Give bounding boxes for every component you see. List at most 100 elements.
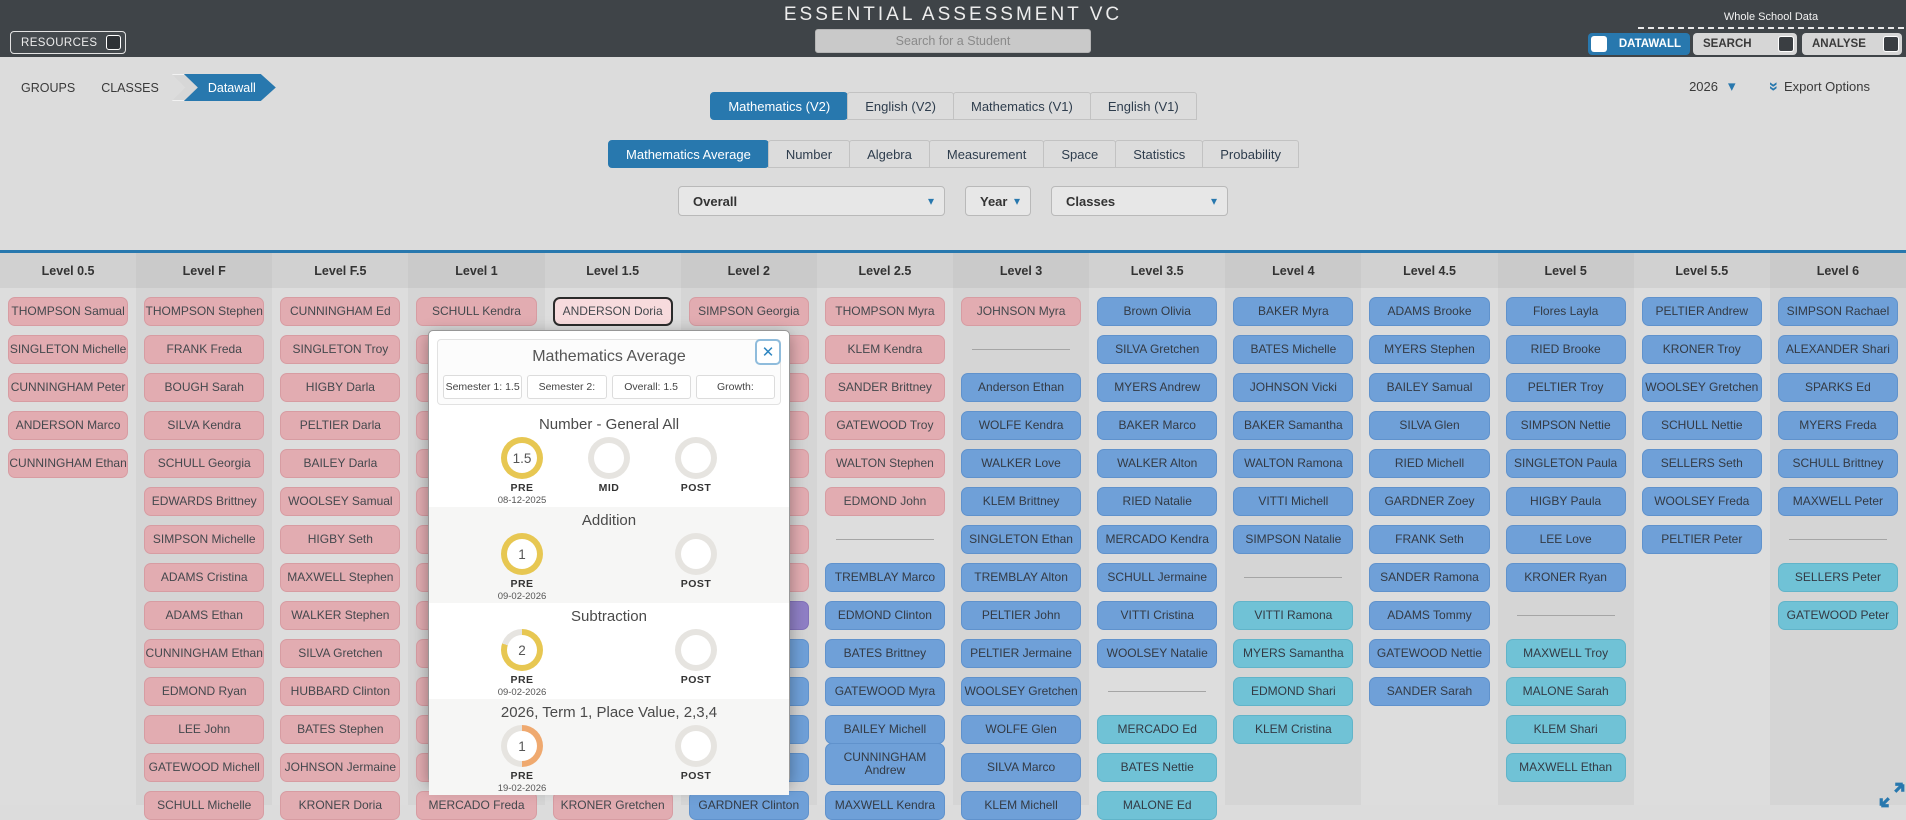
student-chip[interactable]: BATES Nettie	[1097, 753, 1218, 782]
student-chip[interactable]: KLEM Cristina	[1233, 715, 1354, 744]
breadcrumb-item-groups[interactable]: GROUPS	[21, 80, 76, 95]
student-chip[interactable]: SCHULL Brittney	[1777, 449, 1898, 478]
student-chip[interactable]: HIGBY Paula	[1505, 487, 1626, 516]
student-chip[interactable]: PELTIER Peter	[1641, 525, 1762, 554]
student-chip[interactable]: GATEWOOD Myra	[824, 677, 945, 706]
modal-close-button[interactable]: ✕	[755, 339, 781, 365]
student-chip[interactable]: WOOLSEY Gretchen	[1641, 373, 1762, 402]
student-chip[interactable]: CUNNINGHAM Peter	[8, 373, 129, 402]
student-chip[interactable]: FRANK Freda	[144, 335, 265, 364]
tab-english-v1-[interactable]: English (V1)	[1089, 92, 1197, 120]
tab-english-v2-[interactable]: English (V2)	[847, 92, 954, 120]
student-chip[interactable]: WOOLSEY Gretchen	[961, 677, 1082, 706]
filter-dropdown-classes[interactable]: Classes ▾	[1051, 186, 1228, 216]
student-chip[interactable]: SCHULL Nettie	[1641, 411, 1762, 440]
toggle-analyse[interactable]: ANALYSE	[1802, 33, 1902, 55]
student-chip[interactable]: RIED Brooke	[1505, 335, 1626, 364]
student-chip[interactable]: SANDER Ramona	[1369, 563, 1490, 592]
student-chip[interactable]: MAXWELL Stephen	[280, 563, 401, 592]
student-chip[interactable]: EDMOND Shari	[1233, 677, 1354, 706]
student-chip[interactable]: SCHULL Jermaine	[1097, 563, 1218, 592]
subtab-statistics[interactable]: Statistics	[1115, 140, 1204, 168]
student-chip[interactable]: EDMOND Ryan	[144, 677, 265, 706]
student-chip[interactable]: BAKER Marco	[1097, 411, 1218, 440]
student-chip[interactable]: KRONER Doria	[280, 791, 401, 820]
toggle-datawall[interactable]: DATAWALL	[1588, 33, 1690, 55]
student-chip[interactable]: SILVA Glen	[1369, 411, 1490, 440]
student-chip[interactable]: CUNNINGHAM Ethan	[144, 639, 265, 668]
student-chip[interactable]: BOUGH Sarah	[144, 373, 265, 402]
student-chip[interactable]: SIMPSON Georgia	[688, 297, 809, 326]
student-chip[interactable]: CUNNINGHAM Andrew	[824, 743, 945, 785]
student-chip[interactable]: Brown Olivia	[1097, 297, 1218, 326]
student-chip[interactable]: MYERS Stephen	[1369, 335, 1490, 364]
year-dropdown[interactable]: 2026 ▾	[1689, 79, 1735, 94]
student-chip[interactable]: SIMPSON Nettie	[1505, 411, 1626, 440]
tab-mathematics-v1-[interactable]: Mathematics (V1)	[953, 92, 1091, 120]
breadcrumb-item-classes[interactable]: CLASSES	[101, 80, 159, 95]
student-chip[interactable]: BATES Michelle	[1233, 335, 1354, 364]
student-chip[interactable]: WALKER Stephen	[280, 601, 401, 630]
subtab-mathematics-average[interactable]: Mathematics Average	[608, 140, 769, 168]
student-chip[interactable]: ANDERSON Marco	[8, 411, 129, 440]
student-chip[interactable]: PELTIER Jermaine	[961, 639, 1082, 668]
student-chip[interactable]: SELLERS Peter	[1777, 563, 1898, 592]
student-chip[interactable]: WOOLSEY Samual	[280, 487, 401, 516]
subtab-measurement[interactable]: Measurement	[928, 140, 1045, 168]
student-chip[interactable]: KRONER Gretchen	[552, 791, 673, 820]
student-chip[interactable]: GATEWOOD Peter	[1777, 601, 1898, 630]
student-chip[interactable]: HIGBY Darla	[280, 373, 401, 402]
student-chip[interactable]: THOMPSON Stephen	[144, 297, 265, 326]
resources-toggle[interactable]: RESOURCES	[10, 31, 127, 54]
student-chip[interactable]: WOLFE Kendra	[961, 411, 1082, 440]
student-chip[interactable]: JOHNSON Jermaine	[280, 753, 401, 782]
student-chip[interactable]: GATEWOOD Michell	[144, 753, 265, 782]
subtab-space[interactable]: Space	[1043, 140, 1117, 168]
student-chip[interactable]: RIED Natalie	[1097, 487, 1218, 516]
student-chip[interactable]: BAILEY Michell	[824, 715, 945, 744]
student-chip[interactable]: BAILEY Samual	[1369, 373, 1490, 402]
student-chip[interactable]: PELTIER Troy	[1505, 373, 1626, 402]
student-chip[interactable]: BATES Stephen	[280, 715, 401, 744]
student-chip[interactable]: SCHULL Kendra	[416, 297, 537, 326]
student-chip[interactable]: KRONER Troy	[1641, 335, 1762, 364]
student-chip[interactable]: FRANK Seth	[1369, 525, 1490, 554]
student-chip[interactable]: Anderson Ethan	[961, 373, 1082, 402]
student-chip[interactable]: Flores Layla	[1505, 297, 1626, 326]
student-chip[interactable]: JOHNSON Vicki	[1233, 373, 1354, 402]
student-chip[interactable]: SCHULL Georgia	[144, 449, 265, 478]
student-chip[interactable]: EDMOND Clinton	[824, 601, 945, 630]
student-chip[interactable]: MYERS Andrew	[1097, 373, 1218, 402]
student-chip[interactable]: SCHULL Michelle	[144, 791, 265, 820]
tab-mathematics-v2-[interactable]: Mathematics (V2)	[710, 92, 849, 120]
student-search-input[interactable]	[815, 29, 1091, 53]
student-chip[interactable]: RIED Michell	[1369, 449, 1490, 478]
student-chip[interactable]: KLEM Michell	[961, 791, 1082, 820]
student-chip[interactable]: MYERS Samantha	[1233, 639, 1354, 668]
student-chip[interactable]: BAILEY Darla	[280, 449, 401, 478]
filter-dropdown-overall[interactable]: Overall ▾	[678, 186, 945, 216]
student-chip[interactable]: PELTIER Andrew	[1641, 297, 1762, 326]
student-chip[interactable]: WALKER Love	[961, 449, 1082, 478]
breadcrumb-item-datawall[interactable]: Datawall	[184, 74, 276, 101]
student-chip[interactable]: MALONE Ed	[1097, 791, 1218, 820]
student-chip[interactable]: JOHNSON Myra	[961, 297, 1082, 326]
student-chip[interactable]: WALKER Alton	[1097, 449, 1218, 478]
student-chip[interactable]: BAKER Samantha	[1233, 411, 1354, 440]
student-chip[interactable]: SANDER Sarah	[1369, 677, 1490, 706]
student-chip[interactable]: MERCADO Kendra	[1097, 525, 1218, 554]
student-chip[interactable]: GATEWOOD Nettie	[1369, 639, 1490, 668]
student-chip[interactable]: SIMPSON Michelle	[144, 525, 265, 554]
student-chip[interactable]: SINGLETON Paula	[1505, 449, 1626, 478]
student-chip[interactable]: BAKER Myra	[1233, 297, 1354, 326]
student-chip[interactable]: SELLERS Seth	[1641, 449, 1762, 478]
student-chip[interactable]: PELTIER Darla	[280, 411, 401, 440]
student-chip[interactable]: HUBBARD Clinton	[280, 677, 401, 706]
student-chip[interactable]: SINGLETON Troy	[280, 335, 401, 364]
student-chip[interactable]: HIGBY Seth	[280, 525, 401, 554]
subtab-algebra[interactable]: Algebra	[849, 140, 930, 168]
student-chip[interactable]: TREMBLAY Marco	[824, 563, 945, 592]
student-chip[interactable]: WALTON Stephen	[824, 449, 945, 478]
student-chip[interactable]: MERCADO Freda	[416, 791, 537, 820]
student-chip[interactable]: MALONE Sarah	[1505, 677, 1626, 706]
